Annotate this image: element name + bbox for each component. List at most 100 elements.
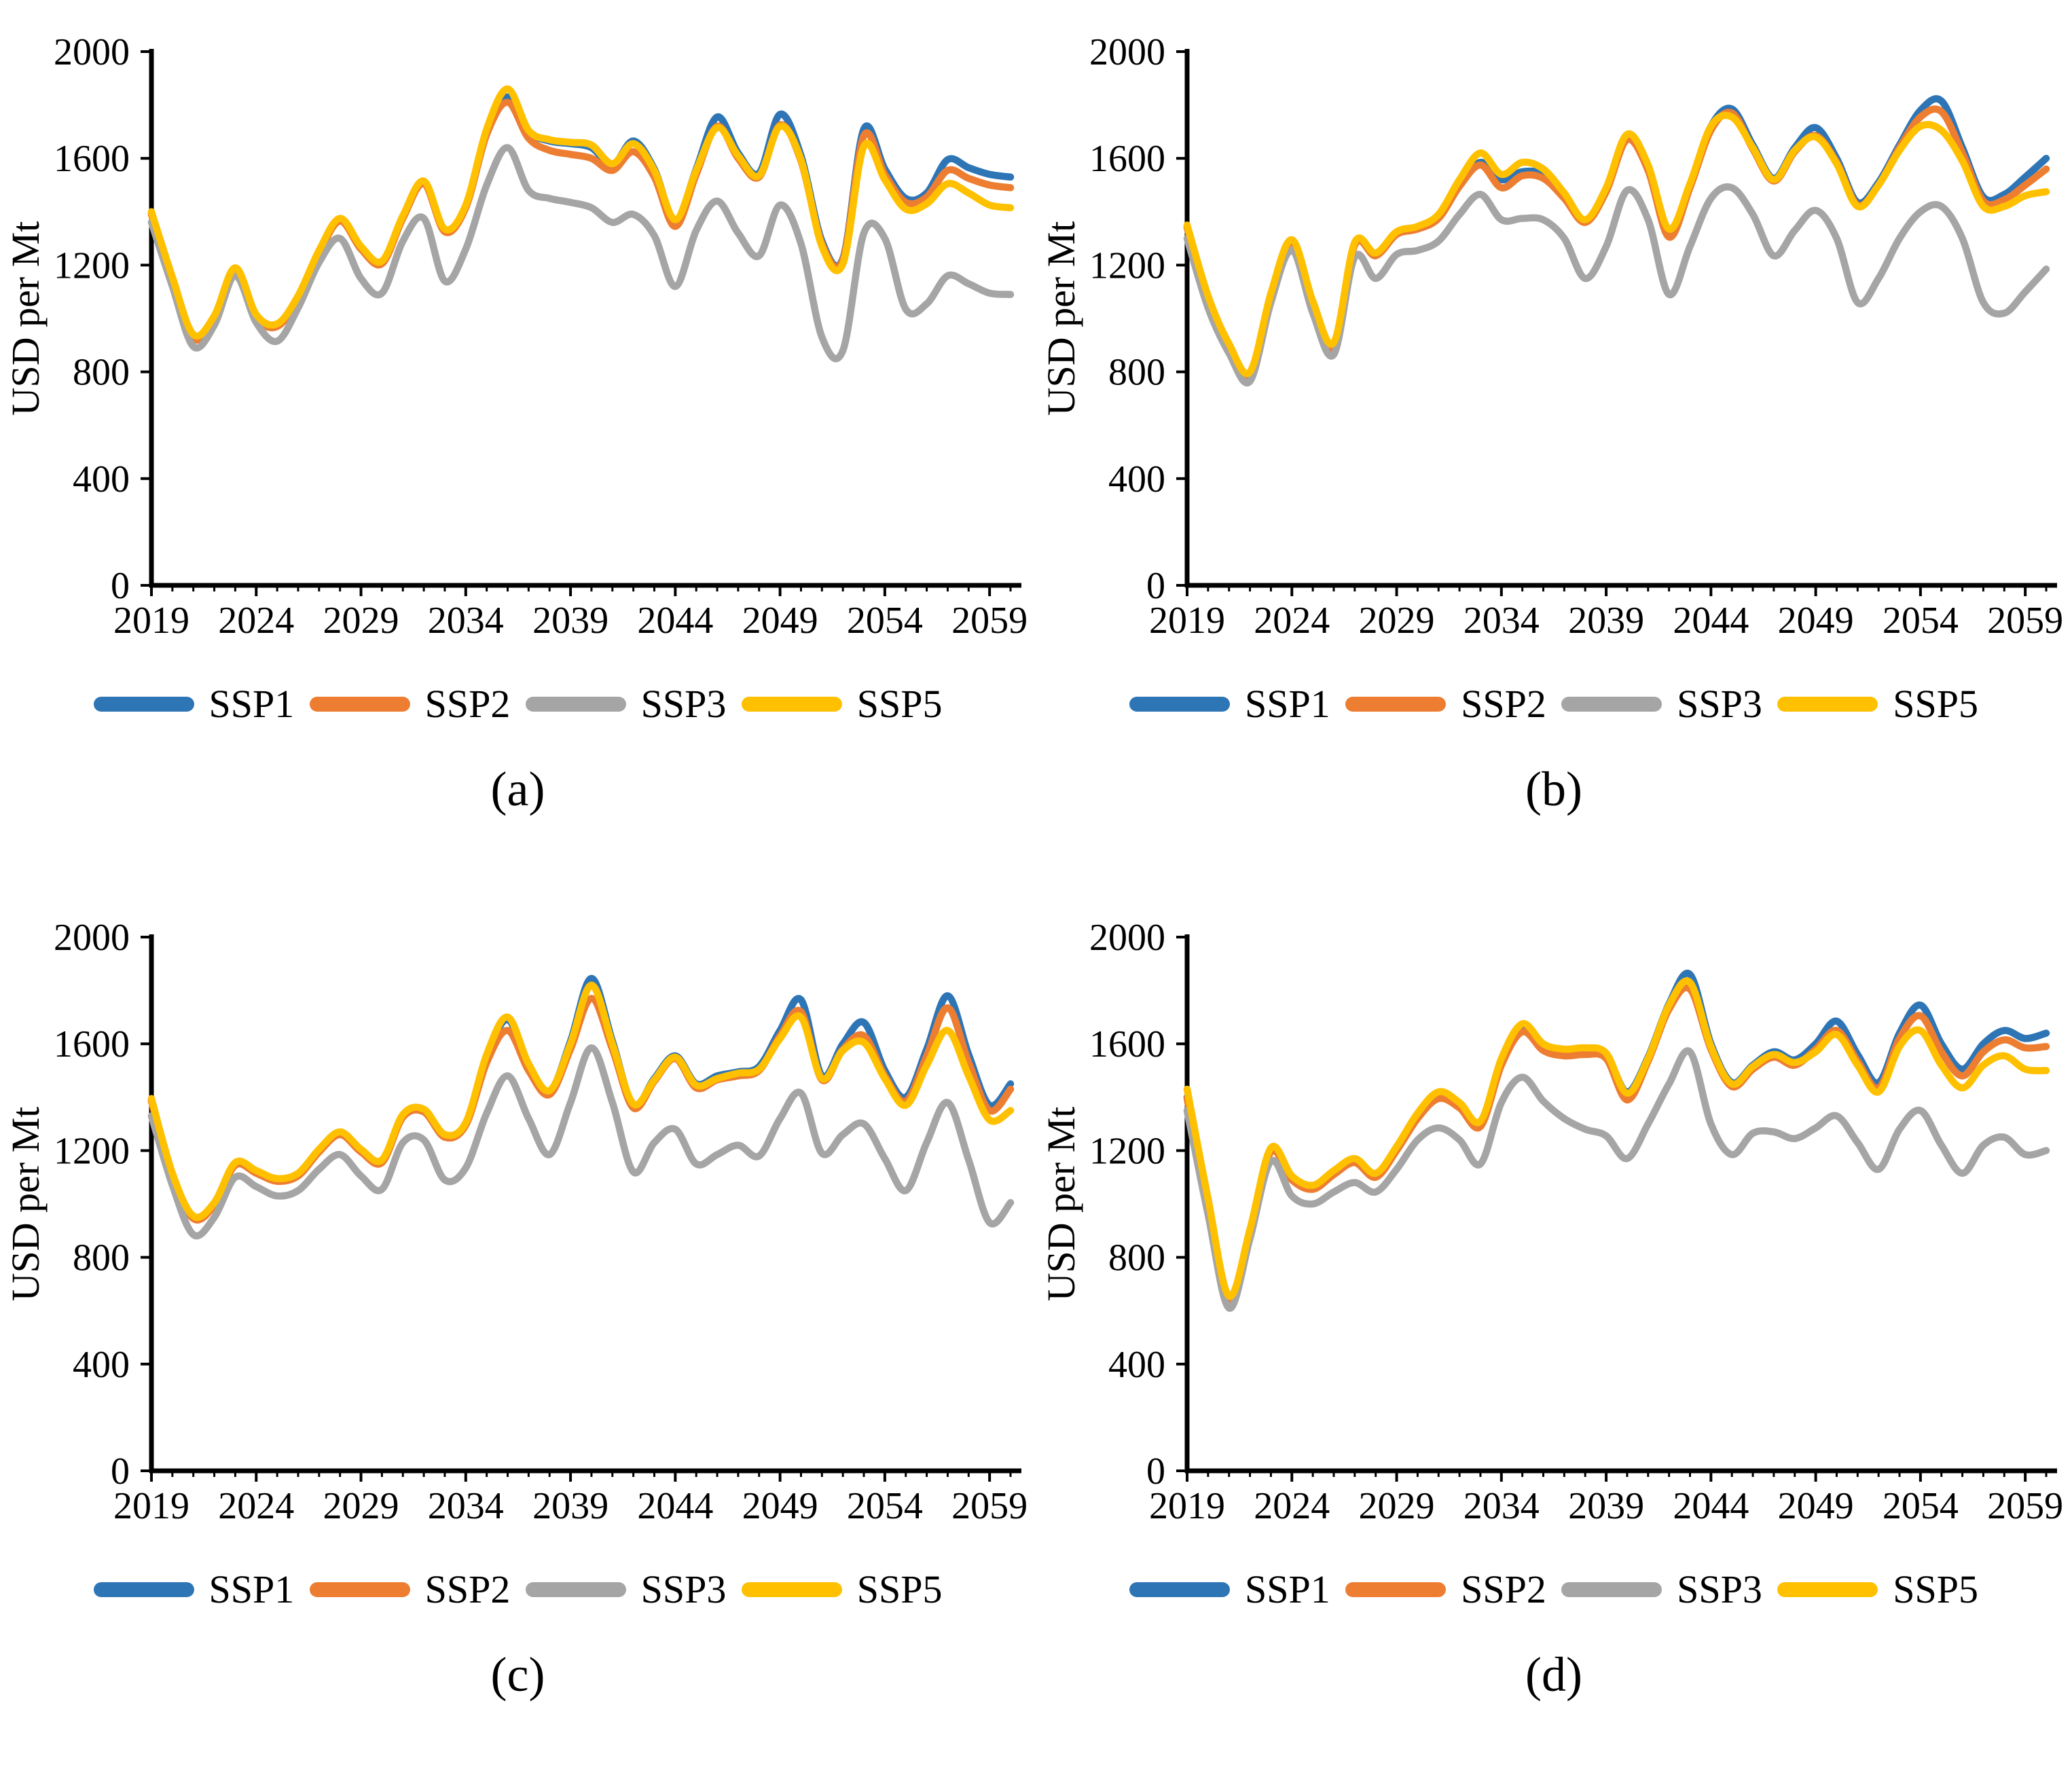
x-tick-label: 2049 bbox=[742, 600, 818, 642]
legend-item-ssp2: SSP2 bbox=[1345, 684, 1546, 724]
x-tick-label: 2039 bbox=[1568, 1485, 1644, 1527]
legend-label-ssp2: SSP2 bbox=[424, 682, 511, 726]
legend-item-ssp1: SSP1 bbox=[93, 682, 295, 726]
legend-label-ssp1: SSP1 bbox=[1245, 682, 1330, 726]
x-tick-label: 2019 bbox=[113, 1485, 189, 1527]
y-tick-label: 800 bbox=[1108, 1237, 1165, 1279]
legend-label-ssp3: SSP3 bbox=[640, 1567, 727, 1611]
x-tick-label: 2049 bbox=[1778, 1485, 1854, 1527]
legend-item-ssp5: SSP5 bbox=[741, 682, 943, 726]
y-tick-label: 1200 bbox=[1089, 1130, 1165, 1172]
x-tick-label: 2054 bbox=[1883, 600, 1959, 642]
legend-swatch-ssp5 bbox=[741, 697, 842, 712]
x-tick-label: 2034 bbox=[1464, 600, 1540, 642]
x-tick-label: 2029 bbox=[323, 1485, 399, 1527]
legend-item-ssp2: SSP2 bbox=[309, 1567, 511, 1611]
y-tick-label: 400 bbox=[1108, 458, 1165, 500]
x-tick-label: 2039 bbox=[1568, 600, 1644, 642]
chart-c: USD per Mt 0 400 800 1200 1600 2000 2019 2024 202… bbox=[9, 917, 1028, 1527]
legend-item-ssp3: SSP3 bbox=[525, 682, 727, 726]
y-axis-title: USD per Mt bbox=[9, 221, 48, 416]
x-tick-label: 2054 bbox=[846, 1485, 922, 1527]
panel-b: USD per Mt 0 400 800 1200 1600 2000 2019 2024 202… bbox=[1036, 10, 2072, 814]
legend-item-ssp3: SSP3 bbox=[525, 1567, 727, 1611]
legend-swatch-ssp3 bbox=[525, 1582, 626, 1597]
panel-c: USD per Mt 0 400 800 1200 1600 2000 2019 2024 202… bbox=[0, 895, 1036, 1699]
x-tick-label: 2029 bbox=[1359, 1485, 1435, 1527]
y-tick-label: 1200 bbox=[54, 1130, 130, 1172]
legend-label-ssp5: SSP5 bbox=[856, 682, 943, 726]
legend-swatch-ssp1 bbox=[1129, 697, 1230, 712]
legend-swatch-ssp3 bbox=[1561, 697, 1662, 712]
y-tick-label: 2000 bbox=[54, 31, 130, 73]
chart-d: USD per Mt 0 400 800 1200 1600 2000 2019 2024 202… bbox=[1044, 917, 2063, 1527]
x-tick-label: 2054 bbox=[1883, 1485, 1959, 1527]
legend-label-ssp1: SSP1 bbox=[1245, 1567, 1330, 1611]
x-tick-label: 2054 bbox=[846, 600, 922, 642]
y-tick-label: 400 bbox=[1108, 1344, 1165, 1386]
chart-b: USD per Mt 0 400 800 1200 1600 2000 2019 2024 202… bbox=[1044, 31, 2063, 642]
series-line-ssp2 bbox=[147, 995, 1014, 1224]
y-tick-label: 0 bbox=[111, 565, 130, 607]
legend-swatch-ssp2 bbox=[1345, 697, 1447, 712]
legend-item-ssp2: SSP2 bbox=[1345, 1570, 1546, 1609]
x-tick-label: 2019 bbox=[113, 600, 189, 642]
panel-c-caption: (c) bbox=[490, 1647, 545, 1702]
legend-label-ssp3: SSP3 bbox=[640, 682, 727, 726]
x-tick-label: 2044 bbox=[1673, 1485, 1749, 1527]
x-tick-label: 2059 bbox=[951, 1485, 1028, 1527]
legend-swatch-ssp1 bbox=[93, 1582, 194, 1597]
x-tick-label: 2059 bbox=[951, 600, 1028, 642]
legend-item-ssp3: SSP3 bbox=[1561, 684, 1762, 724]
legend-swatch-ssp2 bbox=[309, 697, 410, 712]
series-line-ssp3 bbox=[147, 144, 1014, 363]
legend-item-ssp1: SSP1 bbox=[1129, 684, 1330, 724]
series-line-ssp1 bbox=[147, 93, 1014, 342]
series-line-ssp3 bbox=[147, 1044, 1014, 1240]
x-tick-label: 2029 bbox=[1359, 600, 1435, 642]
x-tick-label: 2044 bbox=[1673, 600, 1749, 642]
y-tick-label: 1600 bbox=[1089, 1023, 1165, 1065]
legend-label-ssp2: SSP2 bbox=[1461, 682, 1546, 726]
x-tick-label: 2019 bbox=[1149, 600, 1225, 642]
series-line-ssp3 bbox=[1183, 1047, 2050, 1312]
legend-item-ssp1: SSP1 bbox=[1129, 1570, 1330, 1609]
panel-b-caption: (b) bbox=[1525, 762, 1582, 816]
legend-item-ssp3: SSP3 bbox=[1561, 1570, 1762, 1609]
legend-swatch-ssp3 bbox=[1561, 1582, 1662, 1597]
legend-label-ssp1: SSP1 bbox=[208, 682, 295, 726]
y-tick-label: 2000 bbox=[1089, 31, 1165, 73]
x-tick-label: 2024 bbox=[1254, 1485, 1330, 1527]
legend-swatch-ssp5 bbox=[741, 1582, 842, 1597]
legend: SSP1 SSP2 SSP3 SSP5 bbox=[1129, 1570, 1978, 1609]
legend-swatch-ssp1 bbox=[93, 697, 194, 712]
legend-swatch-ssp2 bbox=[309, 1582, 410, 1597]
y-tick-label: 1600 bbox=[1089, 138, 1165, 180]
legend-swatch-ssp5 bbox=[1777, 697, 1878, 712]
x-tick-label: 2059 bbox=[1987, 1485, 2063, 1527]
legend: SSP1 SSP2 SSP3 SSP5 bbox=[93, 682, 943, 726]
legend-swatch-ssp1 bbox=[1129, 1582, 1230, 1597]
legend-label-ssp2: SSP2 bbox=[424, 1567, 511, 1611]
x-tick-label: 2029 bbox=[323, 600, 399, 642]
legend-swatch-ssp3 bbox=[525, 697, 626, 712]
legend: SSP1 SSP2 SSP3 SSP5 bbox=[93, 1567, 943, 1611]
panel-d: USD per Mt 0 400 800 1200 1600 2000 2019 2024 202… bbox=[1036, 895, 2072, 1699]
figure-grid: USD per Mt 0 400 800 1200 1600 2000 2019 2024 202… bbox=[0, 10, 2072, 1699]
x-tick-label: 2044 bbox=[637, 1485, 713, 1527]
legend-label-ssp5: SSP5 bbox=[856, 1567, 943, 1611]
legend-label-ssp1: SSP1 bbox=[208, 1567, 295, 1611]
legend-item-ssp2: SSP2 bbox=[309, 682, 511, 726]
legend-item-ssp5: SSP5 bbox=[741, 1567, 943, 1611]
x-tick-label: 2024 bbox=[218, 600, 294, 642]
series-line-ssp5 bbox=[1183, 111, 2050, 378]
x-tick-label: 2024 bbox=[1254, 600, 1330, 642]
panel-d-caption: (d) bbox=[1525, 1647, 1582, 1702]
legend-item-ssp5: SSP5 bbox=[1777, 1570, 1978, 1609]
y-axis-title: USD per Mt bbox=[1044, 1107, 1083, 1302]
x-tick-label: 2039 bbox=[532, 600, 608, 642]
x-tick-label: 2024 bbox=[218, 1485, 294, 1527]
y-tick-label: 2000 bbox=[1089, 917, 1165, 959]
y-tick-label: 1600 bbox=[54, 138, 130, 180]
x-tick-label: 2034 bbox=[427, 1485, 503, 1527]
